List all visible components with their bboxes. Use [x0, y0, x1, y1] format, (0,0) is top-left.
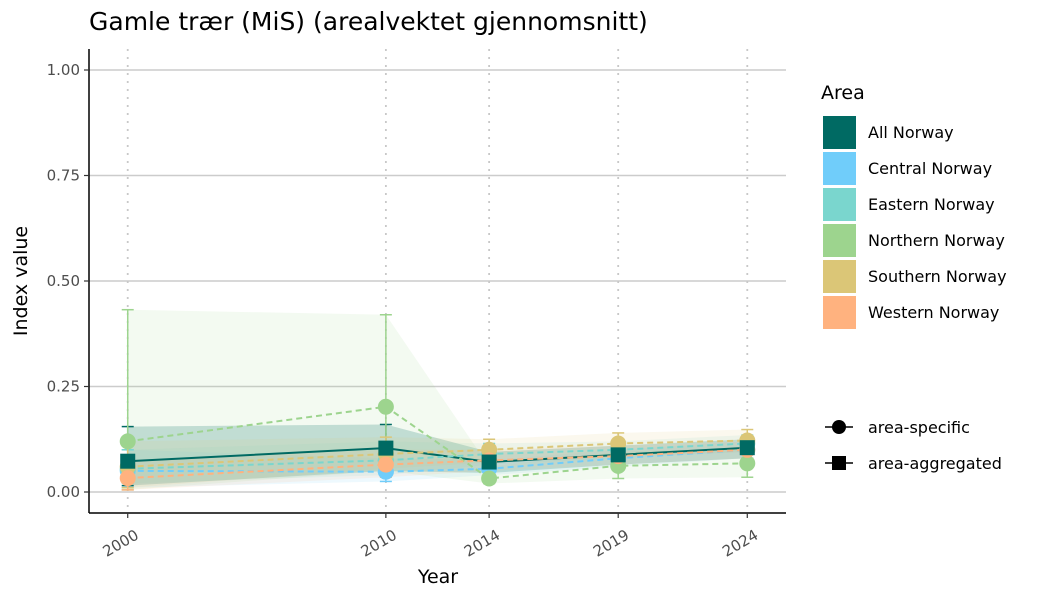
- x-tick-label-2: 2014: [461, 526, 503, 561]
- legend-key-1: [823, 152, 856, 185]
- x-tick-label-3: 2019: [590, 526, 632, 561]
- point-3-0: [119, 433, 136, 450]
- point-0-4: [739, 440, 755, 456]
- ribbon-1: [127, 441, 748, 488]
- legend-label-2: Eastern Norway: [868, 195, 995, 214]
- y-tick-label-0: 0.00: [47, 483, 80, 501]
- legend-key-0: [823, 116, 856, 149]
- y-tick-label-1: 0.25: [47, 378, 80, 396]
- shape-legend-label-1: area-aggregated: [868, 454, 1002, 473]
- point-5-0: [119, 470, 136, 487]
- ribbon-5: [127, 441, 748, 490]
- point-3-4: [739, 455, 756, 472]
- shape-legend-label-0: area-specific: [868, 418, 970, 437]
- point-0-0: [120, 453, 136, 469]
- point-3-1: [377, 398, 394, 415]
- x-tick-label-0: 2000: [100, 526, 142, 561]
- y-tick-label-2: 0.50: [47, 272, 80, 290]
- legend-label-3: Northern Norway: [868, 231, 1005, 250]
- point-5-1: [377, 456, 394, 473]
- legend: Area All Norway Central Norway Eastern Nor…: [821, 82, 1007, 473]
- legend-key-2: [823, 188, 856, 221]
- x-axis-title: Year: [417, 566, 458, 588]
- x-tick-label-4: 2024: [719, 526, 761, 561]
- point-3-2: [481, 470, 498, 487]
- y-ticks: 0.00 0.25 0.50 0.75 1.00: [47, 61, 89, 501]
- shape-legend-key-1: [825, 456, 853, 470]
- legend-key-3: [823, 224, 856, 257]
- data-points: [119, 398, 756, 487]
- point-0-1: [378, 440, 394, 456]
- legend-key-4: [823, 260, 856, 293]
- series-line-3: [127, 405, 748, 480]
- point-0-3: [610, 447, 626, 463]
- y-tick-label-4: 1.00: [47, 61, 80, 79]
- legend-label-5: Western Norway: [868, 303, 999, 322]
- legend-label-1: Central Norway: [868, 159, 992, 178]
- x-ticks: 2000 2010 2014 2019 2024: [100, 513, 761, 561]
- legend-label-4: Southern Norway: [868, 267, 1007, 286]
- y-axis-title: Index value: [10, 226, 32, 336]
- point-0-2: [481, 454, 497, 470]
- ribbon-3: [127, 309, 748, 490]
- x-tick-label-1: 2010: [358, 526, 400, 561]
- grid: [89, 49, 786, 513]
- shape-legend-key-0: [825, 420, 853, 434]
- legend-label-0: All Norway: [868, 123, 954, 142]
- shape-legend-circle: [832, 420, 846, 434]
- legend-key-5: [823, 296, 856, 329]
- shape-legend-square: [832, 456, 846, 470]
- legend-title: Area: [821, 82, 865, 104]
- y-tick-label-3: 0.75: [47, 167, 80, 185]
- chart-title: Gamle trær (MiS) (arealvektet gjennomsni…: [89, 7, 648, 36]
